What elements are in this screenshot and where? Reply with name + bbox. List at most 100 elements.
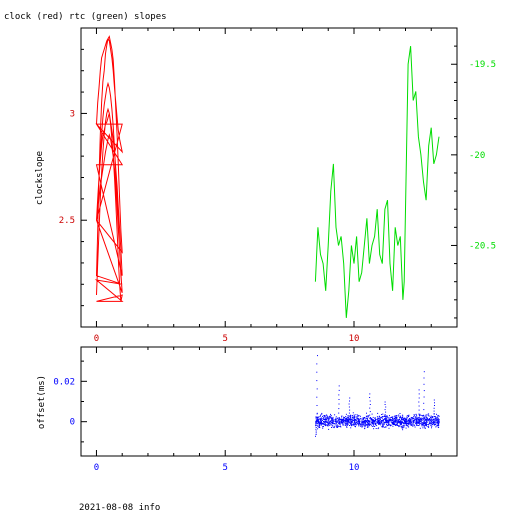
offset-point (416, 418, 418, 420)
offset-point (386, 422, 388, 423)
offset-point (366, 418, 368, 419)
offset-point (385, 406, 387, 408)
offset-point (387, 416, 389, 418)
offset-point (386, 423, 388, 425)
offset-point (383, 422, 385, 424)
offset-point (338, 394, 340, 396)
offset-point (316, 420, 318, 422)
offset-point (350, 423, 352, 425)
offset-point (423, 409, 425, 411)
offset-point (428, 425, 430, 427)
offset-point (393, 422, 395, 424)
offset-point (383, 423, 385, 425)
offset-point (423, 422, 425, 424)
offset-point (396, 417, 398, 419)
offset-point (340, 418, 342, 420)
offset-point (335, 424, 337, 426)
offset-point (350, 427, 352, 429)
offset-point (357, 420, 358, 422)
offset-point (399, 417, 401, 419)
offset-point (320, 424, 322, 426)
offset-point (400, 422, 402, 424)
offset-point (320, 422, 322, 424)
offset-point (336, 420, 338, 422)
offset-point (426, 418, 428, 420)
offset-point (385, 411, 387, 413)
offset-point (400, 421, 402, 423)
offset-point (320, 421, 321, 423)
offset-point (331, 422, 333, 424)
offset-point (429, 419, 431, 421)
offset-point (434, 423, 436, 425)
offset-point (353, 416, 355, 418)
offset-point (323, 416, 325, 418)
offset-point (429, 421, 431, 423)
offset-point (435, 419, 437, 421)
offset-point (324, 415, 326, 416)
offset-point (337, 427, 339, 428)
offset-point (333, 427, 335, 428)
offset-point (405, 421, 407, 423)
offset-point (437, 414, 439, 416)
offset-point (437, 419, 439, 421)
offset-point (423, 402, 425, 404)
offset-point (350, 425, 352, 427)
offset-point (408, 422, 410, 424)
offset-point (353, 422, 355, 424)
offset-point (367, 415, 369, 417)
offset-point (405, 425, 407, 427)
offset-point (406, 419, 408, 421)
offset-point (358, 424, 360, 426)
offset-point (384, 421, 386, 423)
offset-point (399, 420, 401, 422)
offset-point (436, 420, 438, 421)
offset-point (316, 371, 318, 373)
offset-point (392, 423, 394, 425)
offset-point (418, 405, 420, 407)
offset-point (393, 417, 395, 419)
offset-point (406, 422, 408, 424)
offset-point (396, 424, 398, 426)
offset-point (396, 418, 398, 420)
offset-point (344, 424, 346, 426)
offset-point (374, 418, 376, 420)
offset-point (416, 416, 418, 418)
offset-point (414, 426, 416, 428)
offset-point (410, 418, 412, 420)
offset-point (319, 422, 321, 424)
offset-point (318, 427, 320, 428)
offset-x-tick-label: 0 (94, 463, 99, 473)
offset-point (391, 417, 393, 419)
offset-point (320, 417, 322, 419)
offset-point (369, 414, 371, 416)
offset-point (422, 415, 424, 417)
offset-point (357, 418, 359, 420)
offset-point (366, 420, 368, 422)
offset-point (422, 418, 424, 420)
offset-point (378, 422, 380, 424)
offset-point (365, 417, 367, 419)
offset-point (388, 419, 390, 421)
offset-point (316, 421, 318, 423)
offset-point (426, 420, 428, 422)
offset-point (363, 425, 365, 427)
offset-point (369, 400, 371, 402)
offset-point (340, 426, 342, 428)
offset-point (391, 417, 393, 418)
offset-point (398, 421, 400, 423)
offset-point (385, 419, 387, 421)
offset-point (364, 423, 366, 425)
offset-point (372, 416, 374, 418)
offset-point (367, 421, 368, 423)
offset-point (433, 421, 435, 423)
offset-point (427, 420, 429, 422)
offset-point (362, 421, 364, 423)
offset-point (347, 415, 349, 417)
offset-point (406, 423, 408, 425)
offset-point (324, 424, 326, 426)
offset-point (425, 423, 427, 425)
offset-point (431, 416, 433, 417)
offset-point (395, 420, 397, 422)
offset-point (415, 418, 417, 420)
offset-point (425, 424, 427, 426)
